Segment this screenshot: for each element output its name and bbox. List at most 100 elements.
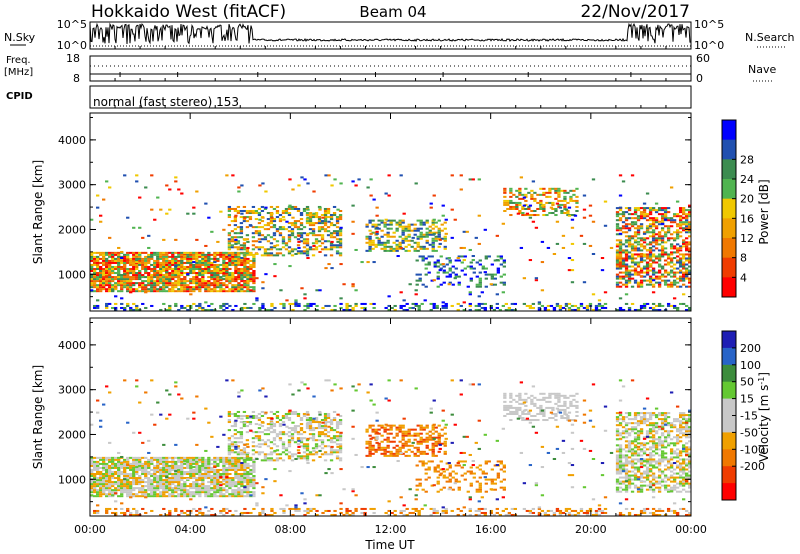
power-cell xyxy=(648,281,653,284)
velocity-cell xyxy=(177,475,181,478)
power-cell xyxy=(603,291,608,294)
power-cell xyxy=(207,282,211,285)
velocity-cell xyxy=(204,477,208,480)
power-cell xyxy=(642,253,647,256)
velocity-cell xyxy=(111,472,115,476)
power-cell xyxy=(323,212,328,215)
power-cell xyxy=(564,304,569,307)
power-cell xyxy=(150,208,154,211)
velocity-cell xyxy=(228,468,232,471)
power-cell xyxy=(495,306,499,309)
velocity-cell xyxy=(431,450,435,453)
power-cell xyxy=(90,280,94,283)
velocity-cell xyxy=(96,472,100,476)
power-cell xyxy=(329,214,334,217)
power-cell xyxy=(141,280,145,283)
power-cell xyxy=(189,282,193,285)
power-cell xyxy=(480,306,484,309)
velocity-cell xyxy=(201,483,205,486)
velocity-cell xyxy=(338,423,343,426)
power-cell xyxy=(99,290,103,293)
velocity-cell xyxy=(305,427,310,430)
velocity-cell xyxy=(195,460,199,463)
power-cell xyxy=(563,191,567,194)
power-cell xyxy=(419,235,423,238)
power-cell xyxy=(639,225,644,228)
power-cell xyxy=(533,191,537,194)
velocity-cell xyxy=(398,428,402,431)
power-cell xyxy=(240,274,244,277)
power-cell xyxy=(111,280,115,283)
power-cell xyxy=(272,238,277,241)
velocity-cell xyxy=(228,485,232,488)
power-cell xyxy=(360,261,364,264)
power-cell xyxy=(624,273,629,276)
power-cell xyxy=(278,214,283,217)
power-cell xyxy=(165,276,169,279)
velocity-cell xyxy=(246,495,250,498)
velocity-cell xyxy=(183,456,187,459)
velocity-cell xyxy=(448,464,452,467)
velocity-cell xyxy=(469,472,473,475)
power-cell xyxy=(392,247,396,250)
power-cell xyxy=(251,205,256,208)
velocity-cell xyxy=(180,485,184,488)
velocity-cell xyxy=(165,479,169,482)
velocity-cell xyxy=(186,470,190,473)
power-cell xyxy=(96,299,100,302)
power-cell xyxy=(318,289,322,292)
velocity-cell xyxy=(481,472,485,475)
velocity-cell xyxy=(117,495,121,498)
power-cell xyxy=(138,284,142,287)
power-cell xyxy=(624,271,629,274)
velocity-cell xyxy=(114,483,118,486)
velocity-cell xyxy=(236,431,241,434)
power-cell xyxy=(387,308,391,311)
power-cell xyxy=(147,282,151,285)
velocity-cell xyxy=(150,456,154,459)
velocity-cell xyxy=(189,470,193,473)
power-cell xyxy=(434,225,438,228)
power-cell xyxy=(678,245,683,248)
power-cell xyxy=(165,251,169,254)
velocity-cell xyxy=(416,424,420,427)
power-cell xyxy=(237,267,241,271)
velocity-cell xyxy=(287,445,292,448)
power-cell xyxy=(630,259,635,262)
power-cell xyxy=(627,306,632,309)
power-cell xyxy=(386,219,390,222)
power-cell xyxy=(99,251,103,254)
power-cell xyxy=(323,240,328,243)
power-cell xyxy=(168,284,172,287)
power-cell xyxy=(135,251,139,254)
velocity-cell xyxy=(487,460,491,463)
power-cell xyxy=(111,284,115,287)
power-cell xyxy=(90,251,94,254)
velocity-cell xyxy=(323,433,328,436)
power-cell xyxy=(552,252,557,256)
power-cell xyxy=(147,234,151,237)
power-cell xyxy=(138,282,142,285)
power-cell xyxy=(669,259,674,262)
velocity-cell xyxy=(99,489,103,492)
power-cell xyxy=(554,189,558,192)
velocity-cell xyxy=(168,493,172,496)
velocity-cell xyxy=(490,480,494,483)
velocity-cell xyxy=(219,483,223,486)
power-cell xyxy=(198,280,202,283)
power-cell xyxy=(478,271,482,274)
power-cell xyxy=(228,272,232,275)
power-cell xyxy=(558,306,563,309)
velocity-cell xyxy=(159,462,163,465)
power-cell xyxy=(669,257,674,260)
power-cell xyxy=(189,263,193,266)
power-cell xyxy=(335,244,340,247)
power-cell xyxy=(407,239,411,242)
power-cell xyxy=(123,255,127,258)
power-cell xyxy=(243,286,247,289)
velocity-cell xyxy=(96,491,100,494)
power-cell xyxy=(530,193,534,196)
power-cell xyxy=(254,212,259,215)
velocity-cell xyxy=(305,459,310,462)
velocity-cell xyxy=(252,479,256,482)
